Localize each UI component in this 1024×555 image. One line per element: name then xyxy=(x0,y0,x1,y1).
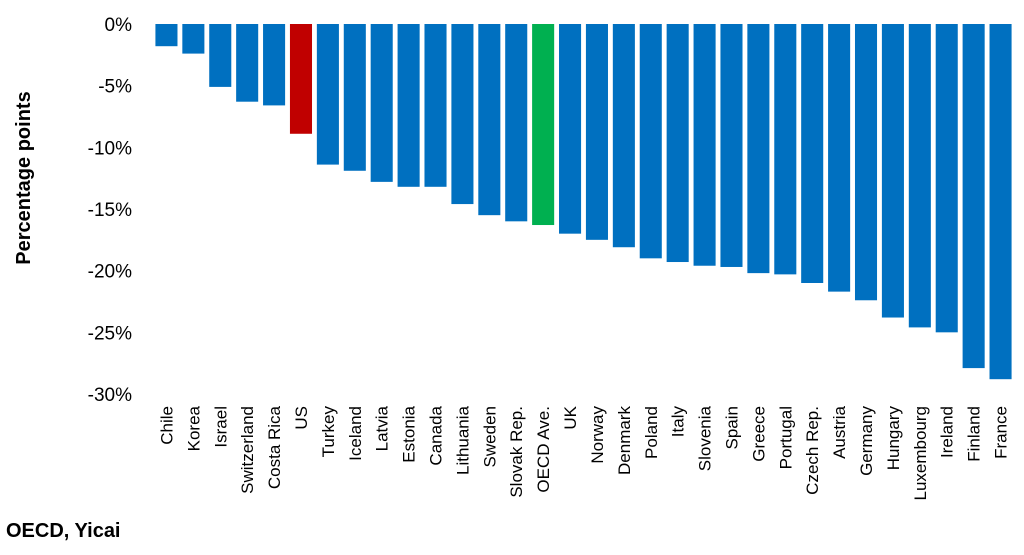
x-tick-label: Portugal xyxy=(776,406,795,469)
x-tick-label: Poland xyxy=(642,406,661,459)
x-axis-labels: Chile Korea Israel Switzerland Costa Rica US T… xyxy=(157,405,1010,500)
bar-uk xyxy=(559,24,582,234)
bar-ireland xyxy=(935,24,958,333)
y-tick-label: -30% xyxy=(88,385,132,406)
x-tick-label: OECD Ave. xyxy=(534,406,553,493)
bar-costa-rica xyxy=(263,24,286,106)
y-tick-label: -25% xyxy=(88,323,132,344)
x-tick-label: Estonia xyxy=(400,405,419,462)
y-tick-label: -20% xyxy=(88,262,132,283)
x-tick-label: Greece xyxy=(749,406,768,462)
x-tick-label: Italy xyxy=(669,406,688,438)
y-tick-label: -5% xyxy=(98,77,132,98)
bar-chile xyxy=(155,24,178,47)
y-tick-label: 0% xyxy=(105,15,133,36)
bar-slovak-rep xyxy=(505,24,528,222)
bar-italy xyxy=(666,24,689,263)
y-tick-label: -10% xyxy=(88,138,132,159)
x-tick-label: Sweden xyxy=(480,406,499,467)
x-tick-label: Slovak Rep. xyxy=(507,406,526,498)
x-tick-label: Switzerland xyxy=(238,406,257,494)
bar-iceland xyxy=(343,24,366,171)
x-tick-label: Czech Rep. xyxy=(803,406,822,495)
x-tick-label: Norway xyxy=(588,406,607,464)
x-tick-label: Israel xyxy=(211,406,230,448)
bar-lithuania xyxy=(451,24,474,205)
bar-canada xyxy=(424,24,447,187)
x-tick-label: France xyxy=(992,406,1011,459)
source-note: OECD, Yicai xyxy=(6,520,121,542)
bar-switzerland xyxy=(236,24,259,102)
x-tick-label: Slovenia xyxy=(696,405,715,471)
x-tick-label: Iceland xyxy=(346,406,365,461)
bar-norway xyxy=(585,24,608,240)
bar-poland xyxy=(639,24,662,259)
x-tick-label: UK xyxy=(561,405,580,429)
x-tick-label: Chile xyxy=(157,406,176,445)
x-tick-label: Austria xyxy=(830,405,849,458)
bar-austria xyxy=(828,24,851,292)
bar-hungary xyxy=(881,24,904,318)
x-tick-label: Latvia xyxy=(373,405,392,451)
bar-finland xyxy=(962,24,985,369)
bar-luxembourg xyxy=(908,24,931,328)
bar-portugal xyxy=(774,24,797,275)
x-tick-label: Spain xyxy=(722,406,741,449)
bars-group xyxy=(155,24,1012,380)
bar-oecd-ave xyxy=(532,24,555,226)
bar-israel xyxy=(209,24,232,87)
x-tick-label: Costa Rica xyxy=(265,405,284,489)
x-tick-label: Germany xyxy=(857,406,876,476)
bar-latvia xyxy=(370,24,393,182)
bar-estonia xyxy=(397,24,420,187)
bar-denmark xyxy=(612,24,635,248)
bar-czech-rep xyxy=(801,24,824,283)
bar-turkey xyxy=(316,24,339,165)
x-tick-label: Denmark xyxy=(615,406,634,475)
x-tick-label: Lithuania xyxy=(453,405,472,475)
bar-korea xyxy=(182,24,205,54)
bar-sweden xyxy=(478,24,501,216)
y-axis-title: Percentage points xyxy=(13,91,35,264)
y-tick-label: -15% xyxy=(88,200,132,221)
bar-greece xyxy=(747,24,770,274)
bar-slovenia xyxy=(693,24,716,266)
x-tick-label: Korea xyxy=(184,405,203,451)
x-tick-label: Hungary xyxy=(884,406,903,471)
x-tick-label: Finland xyxy=(965,406,984,462)
x-tick-label: Turkey xyxy=(319,406,338,458)
x-tick-label: Luxembourg xyxy=(911,406,930,501)
x-tick-label: US xyxy=(292,406,311,430)
bar-france xyxy=(989,24,1012,380)
x-tick-label: Ireland xyxy=(938,406,957,458)
bar-germany xyxy=(854,24,878,301)
bar-us xyxy=(289,24,313,134)
bar-spain xyxy=(720,24,743,267)
y-axis-ticks: 0% -5% -10% -15% -20% -25% -30% xyxy=(88,15,132,406)
x-tick-label: Canada xyxy=(427,405,446,465)
